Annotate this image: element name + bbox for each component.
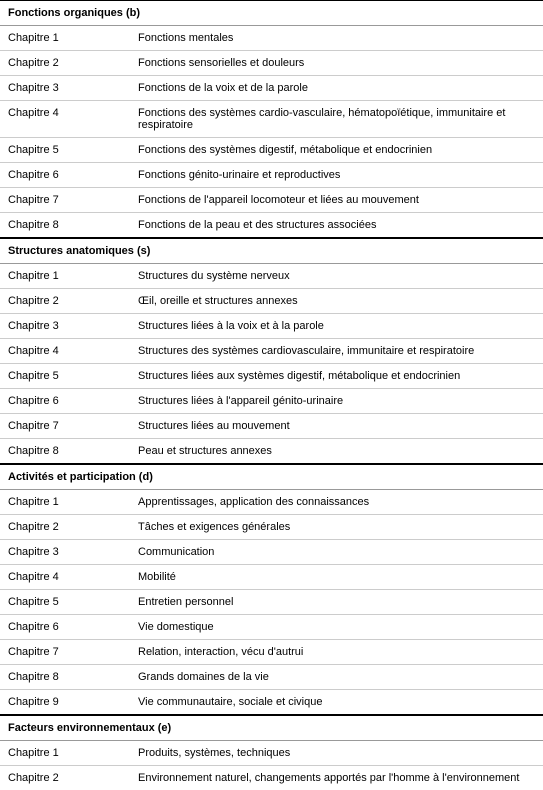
- section-header: Activités et participation (d): [0, 464, 543, 490]
- table-row: Chapitre 6Vie domestique: [0, 615, 543, 640]
- table-row: Chapitre 7Structures liées au mouvement: [0, 414, 543, 439]
- chapter-cell: Chapitre 6: [0, 615, 130, 639]
- table-row: Chapitre 1Apprentissages, application de…: [0, 490, 543, 515]
- chapter-cell: Chapitre 2: [0, 51, 130, 75]
- desc-cell: Fonctions mentales: [130, 26, 543, 50]
- table-row: Chapitre 7Fonctions de l'appareil locomo…: [0, 188, 543, 213]
- section-header: Structures anatomiques (s): [0, 238, 543, 264]
- desc-cell: Fonctions de la peau et des structures a…: [130, 213, 543, 237]
- chapter-cell: Chapitre 8: [0, 665, 130, 689]
- table-row: Chapitre 9Vie communautaire, sociale et …: [0, 690, 543, 714]
- chapter-cell: Chapitre 1: [0, 264, 130, 288]
- chapter-cell: Chapitre 2: [0, 289, 130, 313]
- chapter-cell: Chapitre 6: [0, 389, 130, 413]
- table-row: Chapitre 8Peau et structures annexes: [0, 439, 543, 463]
- desc-cell: Structures des systèmes cardiovasculaire…: [130, 339, 543, 363]
- table-row: Chapitre 8Grands domaines de la vie: [0, 665, 543, 690]
- desc-cell: Fonctions de la voix et de la parole: [130, 76, 543, 100]
- desc-cell: Structures liées au mouvement: [130, 414, 543, 438]
- chapter-cell: Chapitre 4: [0, 565, 130, 589]
- chapter-cell: Chapitre 7: [0, 188, 130, 212]
- table-row: Chapitre 2Environnement naturel, changem…: [0, 766, 543, 790]
- table-row: Chapitre 4Mobilité: [0, 565, 543, 590]
- desc-cell: Peau et structures annexes: [130, 439, 543, 463]
- chapter-cell: Chapitre 4: [0, 339, 130, 363]
- desc-cell: Œil, oreille et structures annexes: [130, 289, 543, 313]
- table-row: Chapitre 3Communication: [0, 540, 543, 565]
- chapter-cell: Chapitre 3: [0, 76, 130, 100]
- chapter-cell: Chapitre 3: [0, 540, 130, 564]
- desc-cell: Fonctions de l'appareil locomoteur et li…: [130, 188, 543, 212]
- desc-cell: Fonctions des systèmes cardio-vasculaire…: [130, 101, 543, 137]
- desc-cell: Communication: [130, 540, 543, 564]
- chapter-cell: Chapitre 7: [0, 640, 130, 664]
- desc-cell: Fonctions génito-urinaire et reproductiv…: [130, 163, 543, 187]
- classification-table: Fonctions organiques (b) Chapitre 1Fonct…: [0, 0, 543, 790]
- desc-cell: Entretien personnel: [130, 590, 543, 614]
- section-body: Chapitre 1Fonctions mentales Chapitre 2F…: [0, 26, 543, 238]
- table-row: Chapitre 8Fonctions de la peau et des st…: [0, 213, 543, 237]
- desc-cell: Apprentissages, application des connaiss…: [130, 490, 543, 514]
- table-row: Chapitre 2Tâches et exigences générales: [0, 515, 543, 540]
- desc-cell: Environnement naturel, changements appor…: [130, 766, 543, 790]
- table-row: Chapitre 6Fonctions génito-urinaire et r…: [0, 163, 543, 188]
- section-header: Fonctions organiques (b): [0, 0, 543, 26]
- section-body: Chapitre 1Structures du système nerveux …: [0, 264, 543, 464]
- chapter-cell: Chapitre 4: [0, 101, 130, 137]
- desc-cell: Structures liées aux systèmes digestif, …: [130, 364, 543, 388]
- table-row: Chapitre 5Fonctions des systèmes digesti…: [0, 138, 543, 163]
- table-row: Chapitre 4Fonctions des systèmes cardio-…: [0, 101, 543, 138]
- desc-cell: Relation, interaction, vécu d'autrui: [130, 640, 543, 664]
- chapter-cell: Chapitre 8: [0, 439, 130, 463]
- table-row: Chapitre 2Fonctions sensorielles et doul…: [0, 51, 543, 76]
- table-row: Chapitre 1Structures du système nerveux: [0, 264, 543, 289]
- desc-cell: Structures du système nerveux: [130, 264, 543, 288]
- chapter-cell: Chapitre 2: [0, 515, 130, 539]
- table-row: Chapitre 3Fonctions de la voix et de la …: [0, 76, 543, 101]
- chapter-cell: Chapitre 3: [0, 314, 130, 338]
- chapter-cell: Chapitre 5: [0, 364, 130, 388]
- table-row: Chapitre 2Œil, oreille et structures ann…: [0, 289, 543, 314]
- chapter-cell: Chapitre 2: [0, 766, 130, 790]
- desc-cell: Vie communautaire, sociale et civique: [130, 690, 543, 714]
- table-row: Chapitre 3Structures liées à la voix et …: [0, 314, 543, 339]
- chapter-cell: Chapitre 9: [0, 690, 130, 714]
- desc-cell: Structures liées à la voix et à la parol…: [130, 314, 543, 338]
- chapter-cell: Chapitre 6: [0, 163, 130, 187]
- table-row: Chapitre 4Structures des systèmes cardio…: [0, 339, 543, 364]
- desc-cell: Mobilité: [130, 565, 543, 589]
- desc-cell: Grands domaines de la vie: [130, 665, 543, 689]
- chapter-cell: Chapitre 5: [0, 590, 130, 614]
- table-row: Chapitre 1Fonctions mentales: [0, 26, 543, 51]
- chapter-cell: Chapitre 1: [0, 26, 130, 50]
- desc-cell: Fonctions sensorielles et douleurs: [130, 51, 543, 75]
- section-header: Facteurs environnementaux (e): [0, 715, 543, 741]
- chapter-cell: Chapitre 8: [0, 213, 130, 237]
- table-row: Chapitre 6Structures liées à l'appareil …: [0, 389, 543, 414]
- table-row: Chapitre 1Produits, systèmes, techniques: [0, 741, 543, 766]
- desc-cell: Vie domestique: [130, 615, 543, 639]
- chapter-cell: Chapitre 1: [0, 741, 130, 765]
- table-row: Chapitre 5Entretien personnel: [0, 590, 543, 615]
- table-row: Chapitre 5Structures liées aux systèmes …: [0, 364, 543, 389]
- chapter-cell: Chapitre 7: [0, 414, 130, 438]
- desc-cell: Tâches et exigences générales: [130, 515, 543, 539]
- chapter-cell: Chapitre 1: [0, 490, 130, 514]
- desc-cell: Structures liées à l'appareil génito-uri…: [130, 389, 543, 413]
- desc-cell: Fonctions des systèmes digestif, métabol…: [130, 138, 543, 162]
- section-body: Chapitre 1Produits, systèmes, techniques…: [0, 741, 543, 790]
- desc-cell: Produits, systèmes, techniques: [130, 741, 543, 765]
- chapter-cell: Chapitre 5: [0, 138, 130, 162]
- section-body: Chapitre 1Apprentissages, application de…: [0, 490, 543, 715]
- table-row: Chapitre 7Relation, interaction, vécu d'…: [0, 640, 543, 665]
